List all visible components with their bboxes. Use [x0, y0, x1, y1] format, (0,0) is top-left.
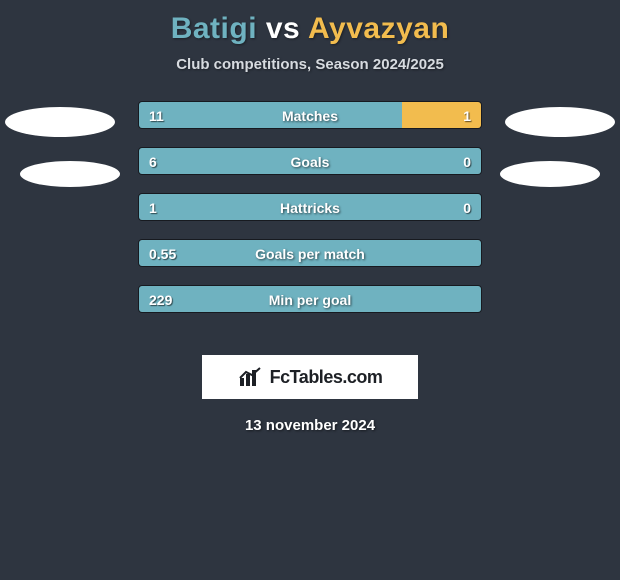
- bar-left-value: 229: [149, 286, 172, 313]
- player1-marker-2: [20, 161, 120, 187]
- stat-bar: Goals per match0.55: [138, 239, 482, 267]
- stat-bar: Matches111: [138, 101, 482, 129]
- bar-left-value: 6: [149, 148, 157, 175]
- bar-label: Goals per match: [139, 240, 481, 267]
- bar-label: Goals: [139, 148, 481, 175]
- bar-label: Matches: [139, 102, 481, 129]
- bar-right-value: 0: [463, 194, 471, 221]
- stats-area: Matches111Goals60Hattricks10Goals per ma…: [0, 101, 620, 341]
- brand-text: FcTables.com: [270, 367, 383, 388]
- subtitle: Club competitions, Season 2024/2025: [0, 56, 620, 73]
- stat-bar: Min per goal229: [138, 285, 482, 313]
- player2-marker-2: [500, 161, 600, 187]
- bar-left-value: 1: [149, 194, 157, 221]
- page-title: Batigi vs Ayvazyan: [0, 0, 620, 46]
- bar-label: Hattricks: [139, 194, 481, 221]
- player1-marker-1: [5, 107, 115, 137]
- brand-badge: FcTables.com: [202, 355, 418, 399]
- player2-name: Ayvazyan: [308, 12, 449, 45]
- bar-left-value: 11: [149, 102, 164, 129]
- brand-chart-icon: [238, 366, 264, 388]
- bar-chart: Matches111Goals60Hattricks10Goals per ma…: [138, 101, 482, 331]
- date-text: 13 november 2024: [0, 417, 620, 434]
- bar-left-value: 0.55: [149, 240, 176, 267]
- vs-text: vs: [266, 12, 300, 45]
- bar-label: Min per goal: [139, 286, 481, 313]
- player2-marker-1: [505, 107, 615, 137]
- stat-bar: Goals6 0: [138, 147, 482, 175]
- bar-right-value: 0: [463, 148, 471, 175]
- bar-right-value: 1: [463, 102, 471, 129]
- stat-bar: Hattricks1 0: [138, 193, 482, 221]
- player1-name: Batigi: [171, 12, 257, 45]
